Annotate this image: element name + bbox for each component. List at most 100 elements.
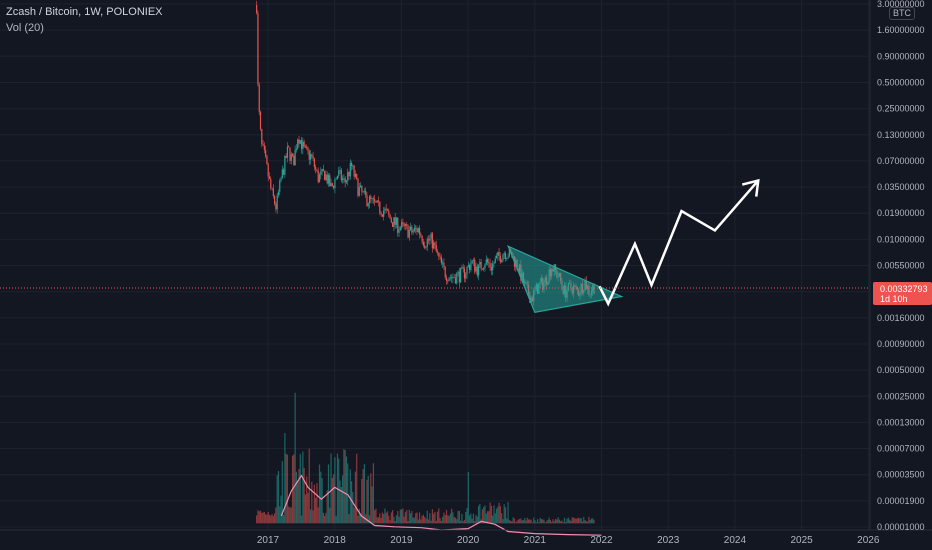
candle-body: [306, 146, 308, 148]
candle-body: [370, 196, 372, 199]
candle-body: [479, 262, 481, 265]
candle-body: [498, 251, 500, 256]
volume-bar: [560, 521, 562, 524]
volume-bar: [411, 511, 413, 524]
volume-bar: [554, 518, 557, 524]
candle-body: [399, 227, 401, 230]
volume-bar: [504, 507, 507, 524]
volume-bar: [389, 520, 391, 524]
volume-bar: [494, 513, 496, 524]
symbol-title[interactable]: Zcash / Bitcoin, 1W, POLONIEX: [6, 6, 163, 18]
candle-body: [397, 217, 399, 233]
candle-body: [472, 259, 475, 261]
price-tick-label: 0.25000000: [877, 104, 925, 114]
volume-bar: [371, 486, 373, 524]
candle-body: [267, 164, 269, 177]
currency-badge[interactable]: BTC: [889, 7, 915, 20]
volume-bar: [569, 519, 571, 524]
candle-body: [395, 217, 398, 225]
candle-body: [295, 148, 298, 150]
candle-body: [331, 183, 333, 186]
volume-bar: [436, 511, 439, 524]
time-tick-label: 2023: [657, 535, 680, 546]
time-axis[interactable]: 2017 2018 2019 2020 2021 2022 2023 2024 2025 2026: [257, 535, 880, 546]
volume-bar: [510, 520, 512, 524]
volume-bar: [335, 515, 337, 524]
volume-bar: [290, 507, 292, 524]
volume-bar: [311, 481, 313, 524]
volume-bar: [368, 515, 371, 524]
price-tick-label: 0.03500000: [877, 182, 925, 192]
candle-body: [363, 190, 366, 192]
volume-bar: [562, 522, 564, 524]
volume-bar: [513, 518, 516, 524]
volume-bar: [433, 513, 435, 524]
candle-body: [501, 260, 503, 263]
volume-bar: [542, 519, 544, 524]
volume-bar: [583, 516, 585, 524]
volume-bar: [501, 513, 503, 524]
candle-body: [431, 233, 433, 249]
volume-bar: [486, 511, 489, 524]
volume-bar: [439, 518, 441, 524]
volume-indicator-label[interactable]: Vol (20): [6, 22, 44, 34]
volume-bar: [462, 521, 464, 524]
volume-bar: [338, 458, 340, 524]
volume-bar: [256, 515, 258, 524]
volume-bar: [547, 519, 549, 524]
candle-body: [425, 247, 427, 248]
volume-bar: [263, 511, 265, 524]
volume-bar: [481, 509, 484, 524]
candle-body: [481, 268, 484, 270]
candle-body: [411, 226, 413, 233]
volume-bar: [374, 510, 376, 524]
volume-bar: [507, 502, 509, 524]
volume-bar: [488, 511, 490, 524]
volume-bar: [424, 516, 426, 524]
volume-bar: [574, 518, 576, 524]
volume-bar: [472, 513, 475, 524]
candle-body: [325, 174, 327, 180]
volume-bar: [354, 471, 357, 524]
candle-body: [507, 256, 509, 259]
volume-bar: [422, 514, 425, 524]
candle-body: [349, 163, 351, 177]
candle-body: [257, 13, 259, 85]
volume-bar: [477, 505, 480, 524]
candle-body: [386, 209, 389, 211]
volume-bar: [317, 507, 319, 524]
volume-bar: [367, 475, 369, 524]
candle-body: [300, 140, 303, 150]
price-tick-label: 0.00001900: [877, 496, 925, 506]
candle-body: [434, 242, 436, 246]
volume-bar: [531, 522, 534, 524]
volume-bar: [567, 517, 569, 524]
candle-body: [499, 255, 501, 263]
volume-bar: [479, 503, 481, 524]
price-tick-label: 0.13000000: [877, 130, 925, 140]
candle-body: [374, 199, 376, 202]
candle-body: [302, 141, 304, 150]
volume-bar: [485, 513, 487, 524]
candle-body: [426, 239, 428, 248]
candle-body: [462, 267, 464, 269]
volume-bar: [543, 519, 545, 524]
volume-bar: [440, 521, 442, 524]
price-axis[interactable]: 3.00000000 1.60000000 0.90000000 0.50000000…: [877, 0, 925, 532]
candle-body: [460, 268, 462, 283]
symmetrical-triangle-pattern[interactable]: [506, 245, 624, 313]
candle-body: [334, 179, 336, 189]
candle-body: [503, 253, 505, 255]
volume-bar: [348, 514, 350, 524]
volume-bar: [517, 519, 519, 524]
projected-price-path[interactable]: [598, 179, 760, 307]
volume-bar: [570, 520, 572, 524]
volume-bar: [498, 502, 500, 524]
candle-body: [375, 201, 377, 203]
volume-bar: [430, 520, 432, 524]
price-tick-label: 0.07000000: [877, 156, 925, 166]
volume-bar: [418, 512, 421, 524]
volume-bar: [545, 521, 548, 524]
candle-body: [435, 245, 437, 252]
